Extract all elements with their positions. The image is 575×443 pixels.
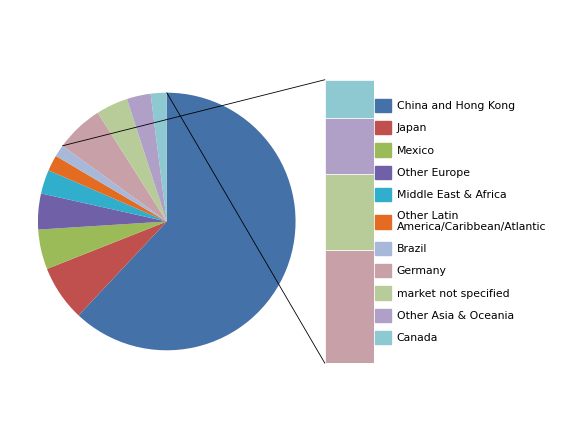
Bar <box>325 117 374 174</box>
Wedge shape <box>41 171 167 222</box>
Bar <box>325 174 374 250</box>
Wedge shape <box>48 156 167 222</box>
Bar <box>325 80 374 117</box>
Wedge shape <box>151 93 167 222</box>
Wedge shape <box>63 113 167 222</box>
Legend: China and Hong Kong, Japan, Mexico, Other Europe, Middle East & Africa, Other La: China and Hong Kong, Japan, Mexico, Othe… <box>375 99 546 344</box>
Wedge shape <box>47 222 167 315</box>
Wedge shape <box>38 222 167 269</box>
Wedge shape <box>38 194 167 229</box>
Wedge shape <box>56 146 167 222</box>
Wedge shape <box>79 93 296 350</box>
Wedge shape <box>98 99 167 222</box>
Wedge shape <box>127 94 167 222</box>
Bar <box>325 250 374 363</box>
